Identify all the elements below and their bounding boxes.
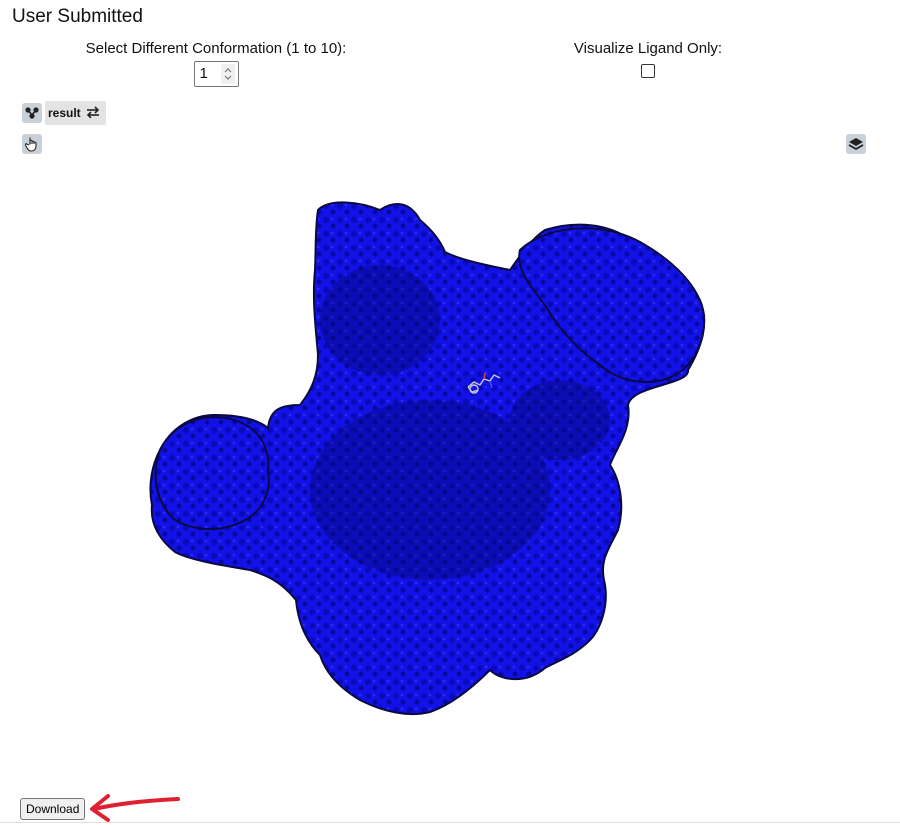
molecule-icon[interactable] (22, 103, 42, 123)
conformation-value[interactable]: 1 (199, 65, 208, 82)
surface-shading (310, 265, 610, 580)
pointer-hand-icon[interactable] (22, 134, 42, 154)
layers-icon[interactable] (846, 134, 866, 154)
controls-row: Select Different Conformation (1 to 10):… (0, 40, 900, 100)
page-title: User Submitted (12, 6, 143, 27)
structure-name[interactable]: result (48, 106, 81, 120)
molecule-viewer[interactable] (0, 160, 900, 760)
ligand-control: Visualize Ligand Only: (548, 40, 748, 82)
structure-tag[interactable]: result (45, 101, 106, 125)
conformation-control: Select Different Conformation (1 to 10):… (66, 40, 366, 91)
spinner-arrows-icon[interactable] (220, 64, 235, 84)
ligand-only-checkbox[interactable] (641, 64, 655, 78)
conformation-label: Select Different Conformation (1 to 10): (85, 40, 347, 57)
download-button[interactable]: Download (20, 798, 86, 820)
swap-arrows-icon[interactable] (86, 105, 100, 121)
annotation-arrow-icon (90, 794, 180, 822)
protein-surface-render[interactable] (0, 160, 900, 760)
conformation-spinner[interactable]: 1 (193, 61, 239, 87)
protein-surface (149, 201, 706, 716)
ligand-only-label: Visualize Ligand Only: (573, 40, 723, 57)
footer-divider (0, 822, 900, 823)
ligand-stick-model (467, 372, 501, 394)
